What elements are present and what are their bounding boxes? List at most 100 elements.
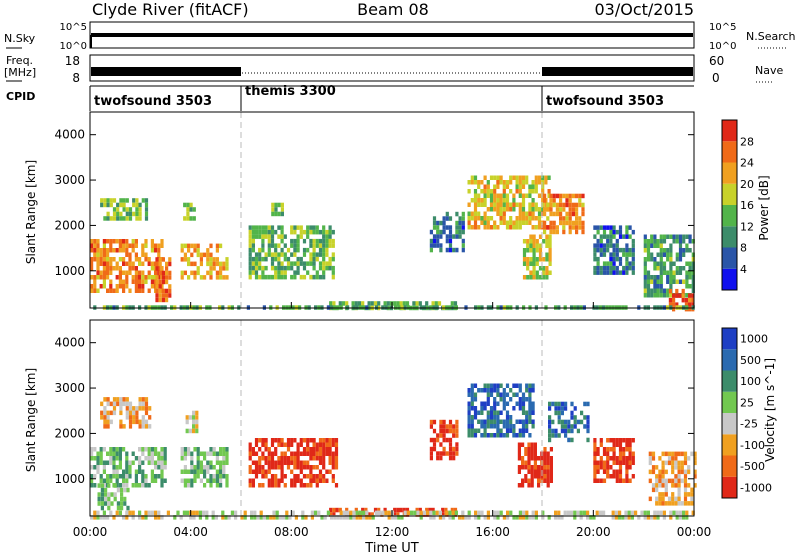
velocity-heatmap-cell xyxy=(655,487,659,493)
velocity-colorbar-swatch xyxy=(722,476,737,498)
power-heatmap-cell xyxy=(518,211,522,216)
velocity-heatmap-cell xyxy=(662,510,666,516)
velocity-heatmap-cell xyxy=(596,447,600,452)
velocity-heatmap-cell xyxy=(554,510,558,516)
velocity-heatmap-cell xyxy=(530,451,534,456)
velocity-heatmap-cell xyxy=(576,419,580,425)
power-heatmap-cell xyxy=(458,229,462,235)
velocity-heatmap-cell xyxy=(248,478,252,483)
velocity-heatmap-cell xyxy=(677,501,681,506)
velocity-heatmap-cell xyxy=(318,438,323,443)
velocity-heatmap-cell xyxy=(224,515,228,520)
power-heatmap-cell xyxy=(691,266,695,271)
velocity-heatmap-cell xyxy=(402,507,406,513)
velocity-heatmap-cell xyxy=(301,515,305,520)
power-heatmap-cell xyxy=(302,274,307,280)
velocity-heatmap-cell xyxy=(138,447,142,452)
power-heatmap-cell xyxy=(186,207,190,212)
power-heatmap-cell xyxy=(196,248,200,253)
velocity-heatmap-cell xyxy=(612,456,616,461)
velocity-heatmap-cell xyxy=(524,474,528,479)
velocity-heatmap-cell xyxy=(452,424,456,429)
velocity-heatmap-cell xyxy=(215,478,219,483)
velocity-heatmap-cell xyxy=(667,501,672,506)
velocity-heatmap-cell xyxy=(564,419,568,425)
power-heatmap-cell xyxy=(425,301,429,306)
power-colorbar-tick-label: 28 xyxy=(740,135,754,148)
power-heatmap-cell xyxy=(678,270,683,275)
velocity-heatmap-cell xyxy=(150,474,154,479)
velocity-heatmap-cell xyxy=(209,460,213,465)
velocity-heatmap-cell xyxy=(533,469,537,474)
power-heatmap-cell xyxy=(625,243,629,248)
velocity-heatmap-cell xyxy=(527,447,531,452)
power-heatmap-cell xyxy=(529,270,533,275)
velocity-heatmap-cell xyxy=(358,510,362,516)
velocity-heatmap-cell xyxy=(293,465,297,470)
power-heatmap-cell xyxy=(157,266,161,271)
velocity-heatmap-cell xyxy=(222,456,226,461)
velocity-heatmap-cell xyxy=(612,447,616,452)
power-heatmap-cell xyxy=(512,220,516,225)
power-heatmap-cell xyxy=(165,293,169,298)
velocity-heatmap-cell xyxy=(374,510,378,516)
power-heatmap-cell xyxy=(296,265,300,271)
power-heatmap-cell xyxy=(548,261,552,266)
velocity-heatmap-cell xyxy=(586,401,590,407)
velocity-heatmap-cell xyxy=(496,383,500,388)
velocity-heatmap-cell xyxy=(187,447,191,452)
velocity-heatmap-cell xyxy=(267,478,271,483)
power-heatmap-cell xyxy=(480,198,484,203)
power-heatmap-cell xyxy=(480,220,484,225)
power-heatmap-cell xyxy=(537,220,542,225)
power-heatmap-cell xyxy=(512,175,516,180)
velocity-heatmap-cell xyxy=(609,438,613,443)
velocity-heatmap-cell xyxy=(394,515,398,520)
power-heatmap-cell xyxy=(602,247,607,253)
velocity-heatmap-cell xyxy=(131,510,135,516)
velocity-heatmap-cell xyxy=(573,424,577,429)
power-heatmap-cell xyxy=(280,252,284,257)
power-heatmap-cell xyxy=(141,275,145,280)
velocity-heatmap-cell xyxy=(286,438,291,443)
power-heatmap-cell xyxy=(529,261,533,266)
power-heatmap-cell xyxy=(203,252,207,258)
velocity-heatmap-cell xyxy=(625,438,629,443)
velocity-heatmap-cell xyxy=(537,474,541,479)
velocity-heatmap-cell xyxy=(677,460,681,466)
power-heatmap-cell xyxy=(486,220,490,225)
power-heatmap-cell xyxy=(445,211,449,217)
velocity-heatmap-cell xyxy=(506,515,510,520)
velocity-heatmap-cell xyxy=(677,483,681,488)
velocity-heatmap-cell xyxy=(267,456,271,461)
velocity-heatmap-cell xyxy=(461,510,465,516)
velocity-heatmap-cell xyxy=(470,406,474,411)
velocity-heatmap-cell xyxy=(531,419,535,424)
velocity-heatmap-cell xyxy=(160,456,164,461)
power-heatmap-cell xyxy=(183,270,187,276)
velocity-heatmap-cell xyxy=(93,465,97,470)
velocity-heatmap-cell xyxy=(309,478,313,483)
velocity-heatmap-cell xyxy=(606,451,610,456)
velocity-heatmap-cell xyxy=(99,447,103,452)
velocity-heatmap-cell xyxy=(506,510,510,516)
velocity-heatmap-cell xyxy=(560,410,564,416)
velocity-heatmap-cell xyxy=(253,510,257,516)
power-heatmap-cell xyxy=(115,239,119,244)
velocity-heatmap-cell xyxy=(442,451,446,456)
velocity-heatmap-cell xyxy=(470,397,474,402)
power-heatmap-cell xyxy=(606,261,610,266)
velocity-heatmap-cell xyxy=(180,447,184,452)
velocity-heatmap-cell xyxy=(512,428,516,433)
velocity-heatmap-cell xyxy=(586,437,590,443)
velocity-heatmap-cell xyxy=(135,415,139,420)
power-heatmap-cell xyxy=(102,252,106,257)
power-heatmap-cell xyxy=(206,257,210,262)
velocity-heatmap-cell xyxy=(173,515,177,520)
velocity-heatmap-cell xyxy=(596,478,600,483)
velocity-heatmap-cell xyxy=(667,451,672,457)
velocity-heatmap-cell xyxy=(557,415,561,420)
power-heatmap-cell xyxy=(322,238,326,244)
power-heatmap-cell xyxy=(562,193,566,199)
velocity-heatmap-cell xyxy=(533,447,537,452)
